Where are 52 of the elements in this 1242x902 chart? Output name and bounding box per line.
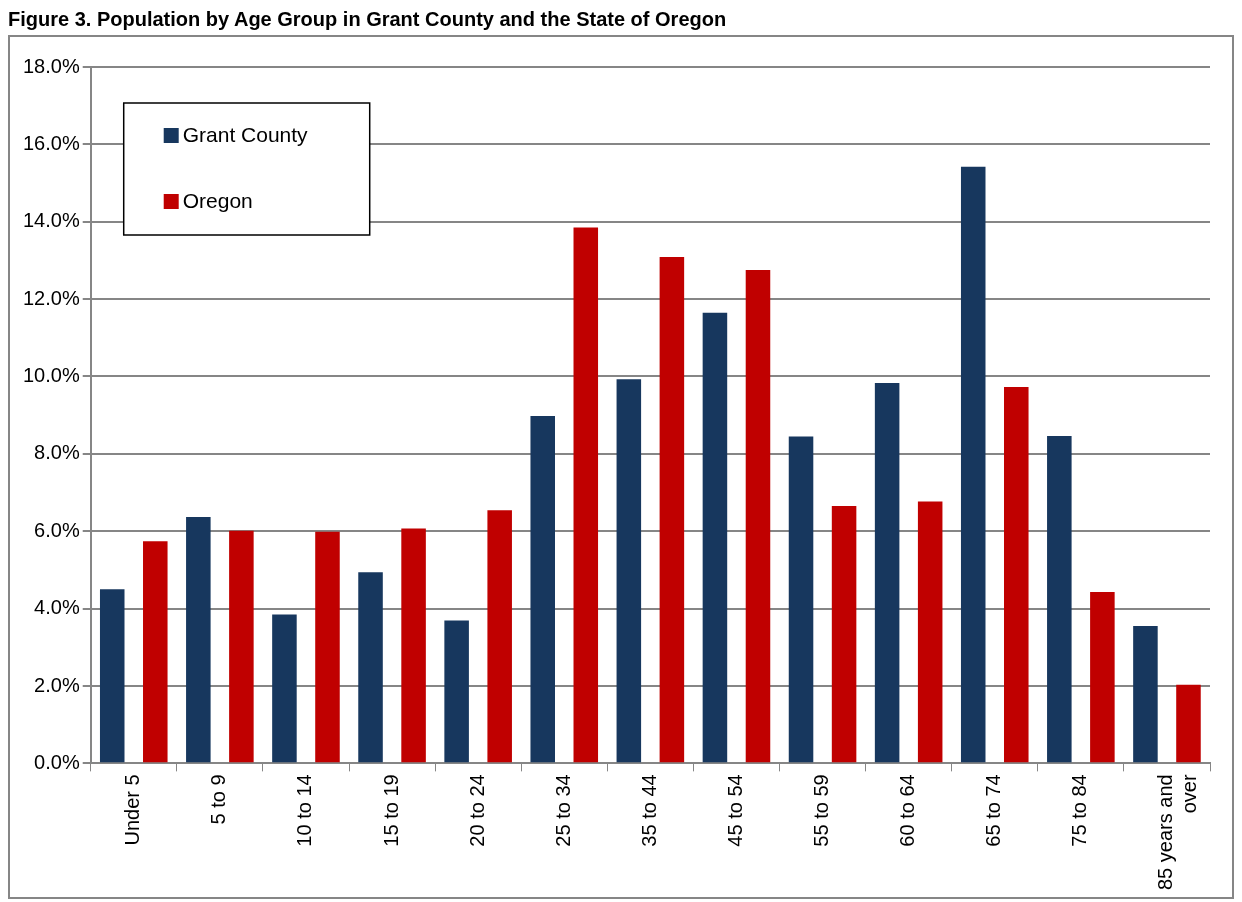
x-tick-label: 60 to 64 [896,774,919,847]
bar [1133,626,1158,763]
y-tick-label: 2.0% [34,673,80,696]
bar [1090,591,1115,763]
bar [788,436,814,763]
bar [616,379,642,763]
bar [702,312,728,763]
bar [745,270,771,763]
bar [874,383,900,763]
bar [487,510,512,763]
bar [659,256,685,763]
y-tick-label: 6.0% [34,518,80,541]
bar [358,572,383,763]
x-tick-label: 15 to 19 [379,774,402,847]
legend-label: Grant County [182,122,309,146]
y-tick-label: 18.0% [22,54,80,77]
y-tick-label: 8.0% [34,441,80,464]
x-tick-label: 10 to 14 [293,774,316,847]
bar [272,614,297,763]
bar [573,227,599,763]
bar [315,531,340,763]
bar [99,589,125,763]
y-tick-label: 16.0% [22,131,80,154]
x-tick-label: 55 to 59 [810,774,833,847]
chart-title: Figure 3. Population by Age Group in Grant County and the State of Oregon [8,8,728,31]
y-tick-label: 4.0% [34,596,80,619]
x-tick-label: 85 years and over [1154,774,1201,891]
x-tick-label: 65 to 74 [982,774,1005,847]
bar [1176,684,1201,763]
y-tick-label: 10.0% [22,364,80,387]
y-tick-label: 12.0% [22,286,80,309]
bar [401,528,426,763]
bar [1047,436,1072,763]
x-tick-label: 20 to 24 [465,774,488,847]
bar [143,541,168,763]
bar [831,506,857,763]
x-tick-label: 35 to 44 [637,774,660,847]
bar [186,516,211,763]
bar [530,415,555,763]
y-tick-label: 0.0% [34,750,80,773]
x-tick-label: Under 5 [121,774,144,846]
bar [1004,386,1029,763]
bar [444,620,469,763]
x-tick-label: 25 to 34 [551,774,574,847]
y-tick-label: 14.0% [22,209,80,232]
bar [229,530,254,763]
bar [960,166,986,763]
bar [917,501,943,763]
x-tick-label: 5 to 9 [207,774,230,825]
x-tick-label: 75 to 84 [1068,774,1091,847]
legend-label: Oregon [182,188,253,212]
x-tick-label: 45 to 54 [723,774,746,847]
